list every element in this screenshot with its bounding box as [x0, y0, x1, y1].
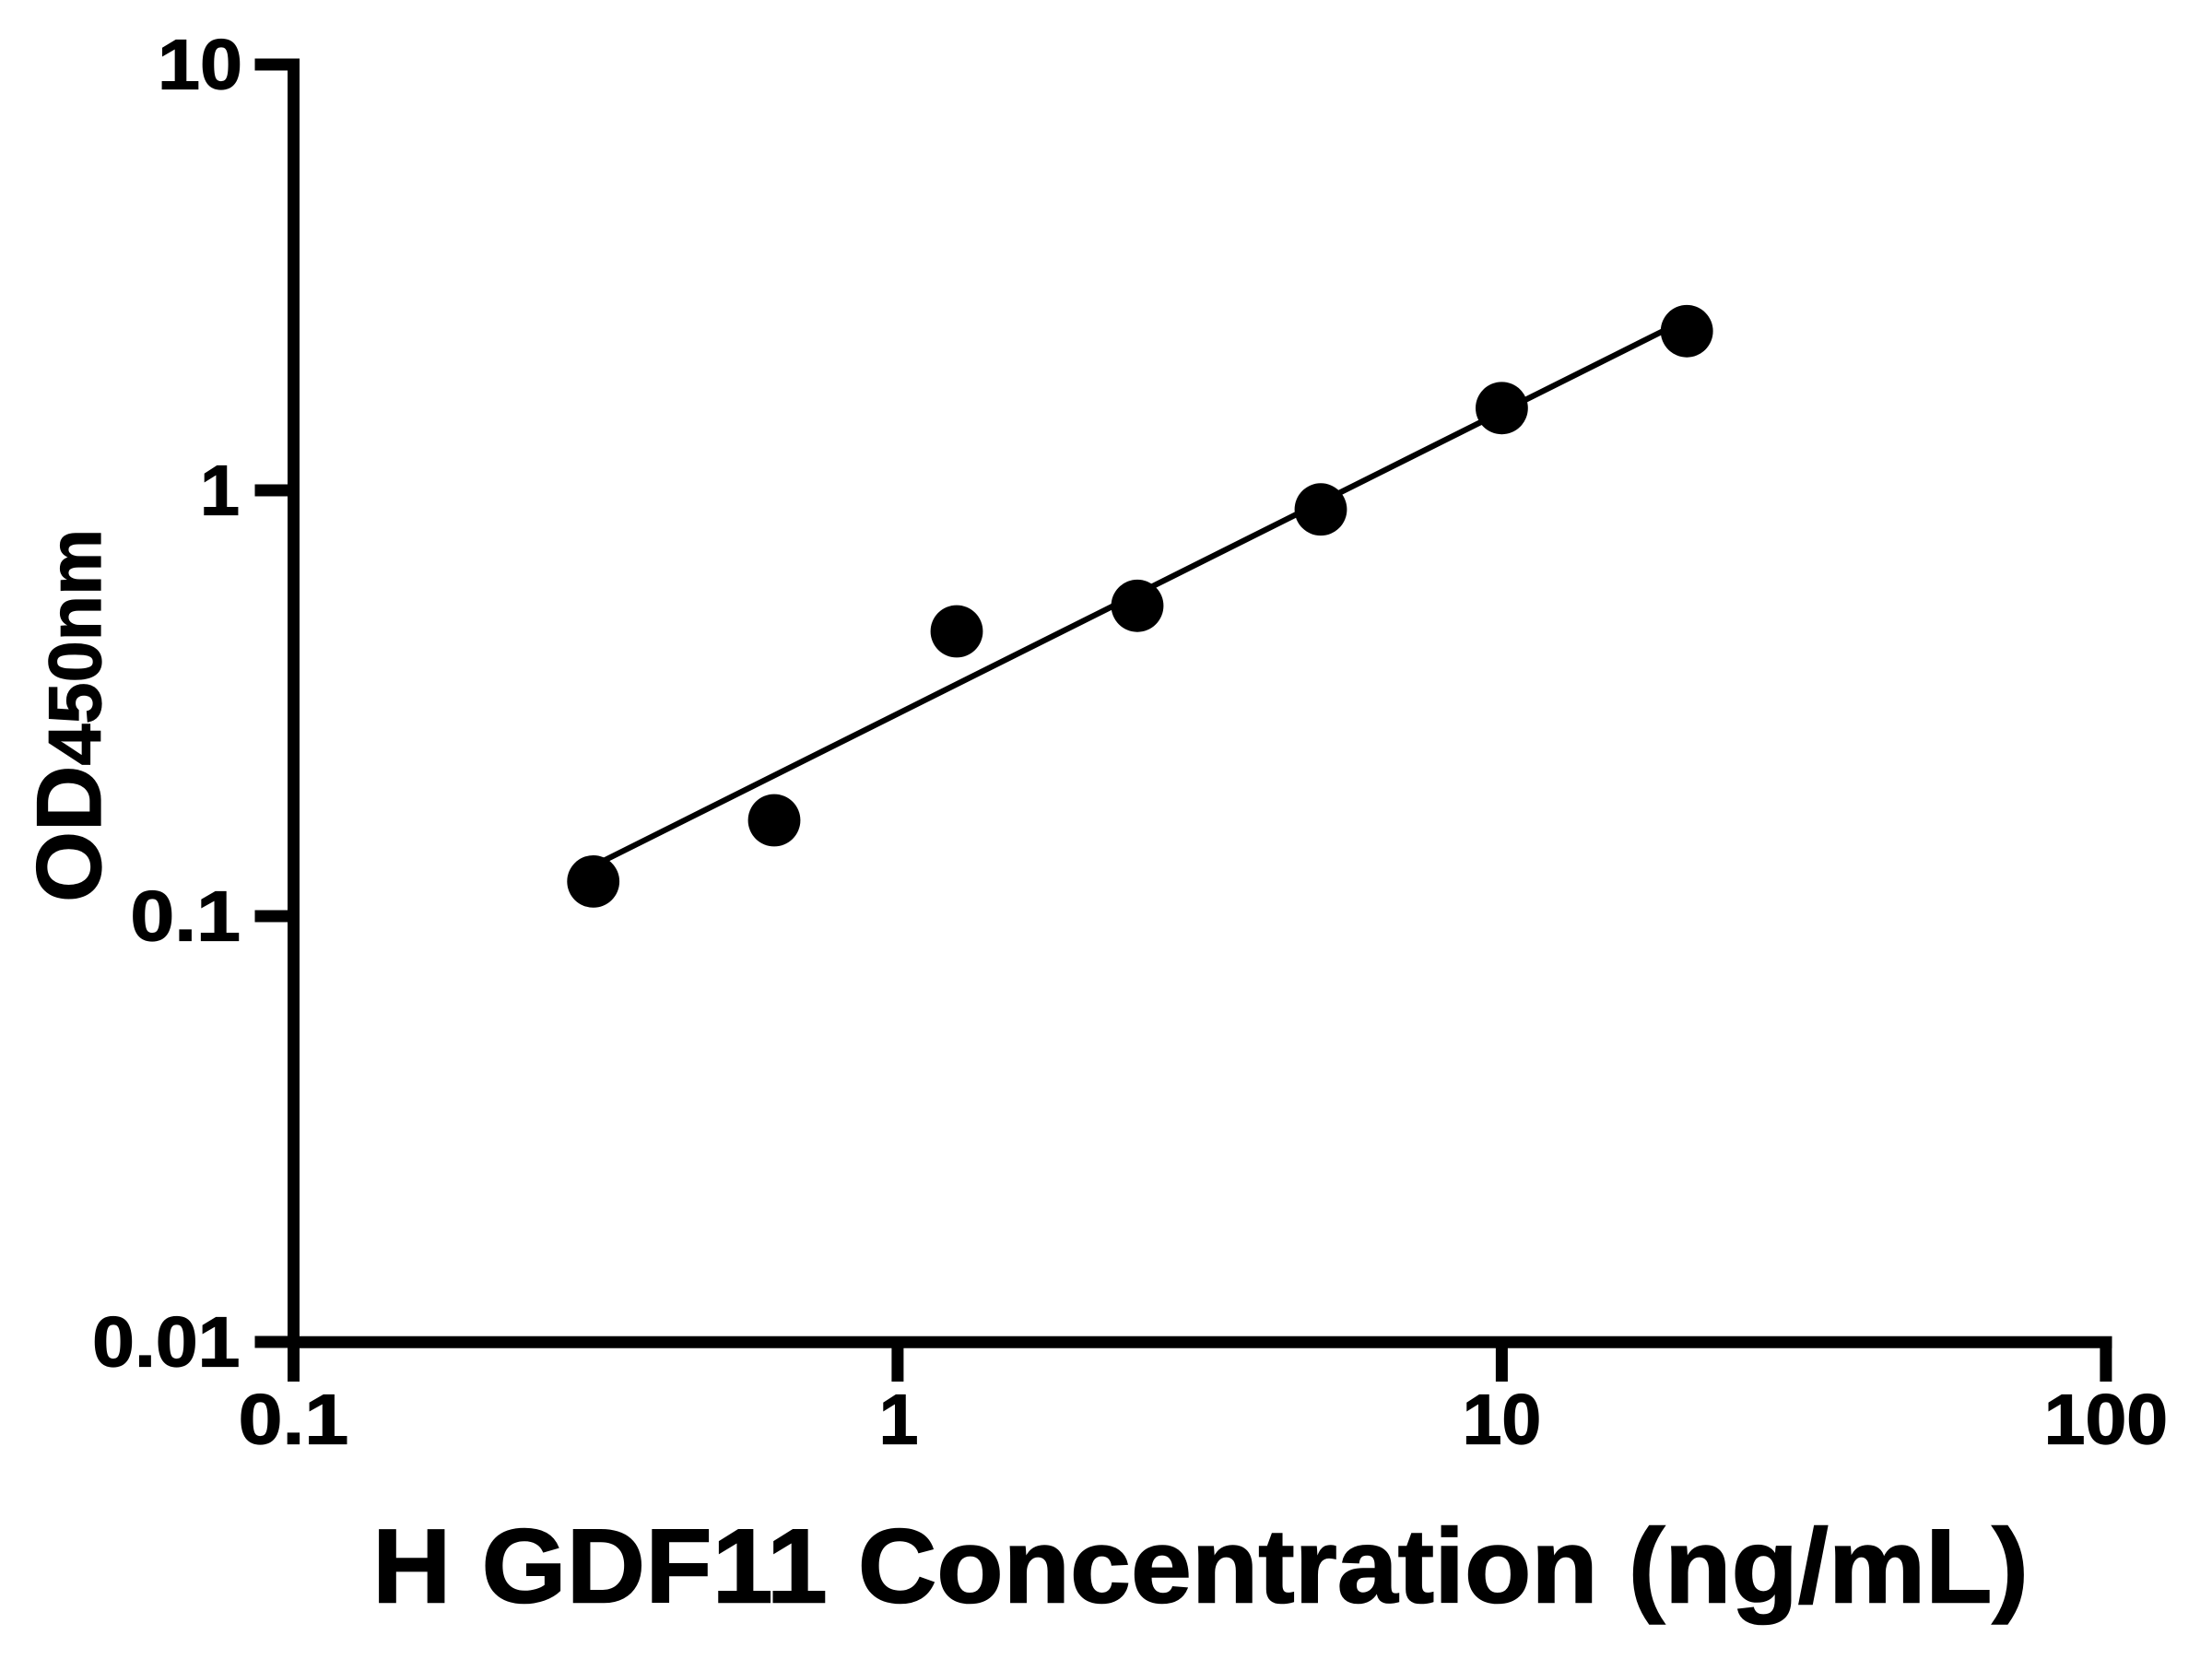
- svg-text:1: 1: [879, 1381, 919, 1460]
- svg-text:0.01: 0.01: [92, 1303, 240, 1382]
- svg-text:100: 100: [2044, 1381, 2169, 1460]
- svg-text:1: 1: [200, 452, 240, 531]
- svg-text:OD450nm: OD450nm: [18, 529, 120, 902]
- svg-text:0.1: 0.1: [239, 1381, 349, 1460]
- svg-text:0.1: 0.1: [130, 877, 241, 957]
- svg-text:10: 10: [1463, 1381, 1542, 1460]
- svg-text:H GDF11 Concentration (ng/mL): H GDF11 Concentration (ng/mL): [372, 1509, 2029, 1626]
- svg-text:10: 10: [158, 26, 242, 105]
